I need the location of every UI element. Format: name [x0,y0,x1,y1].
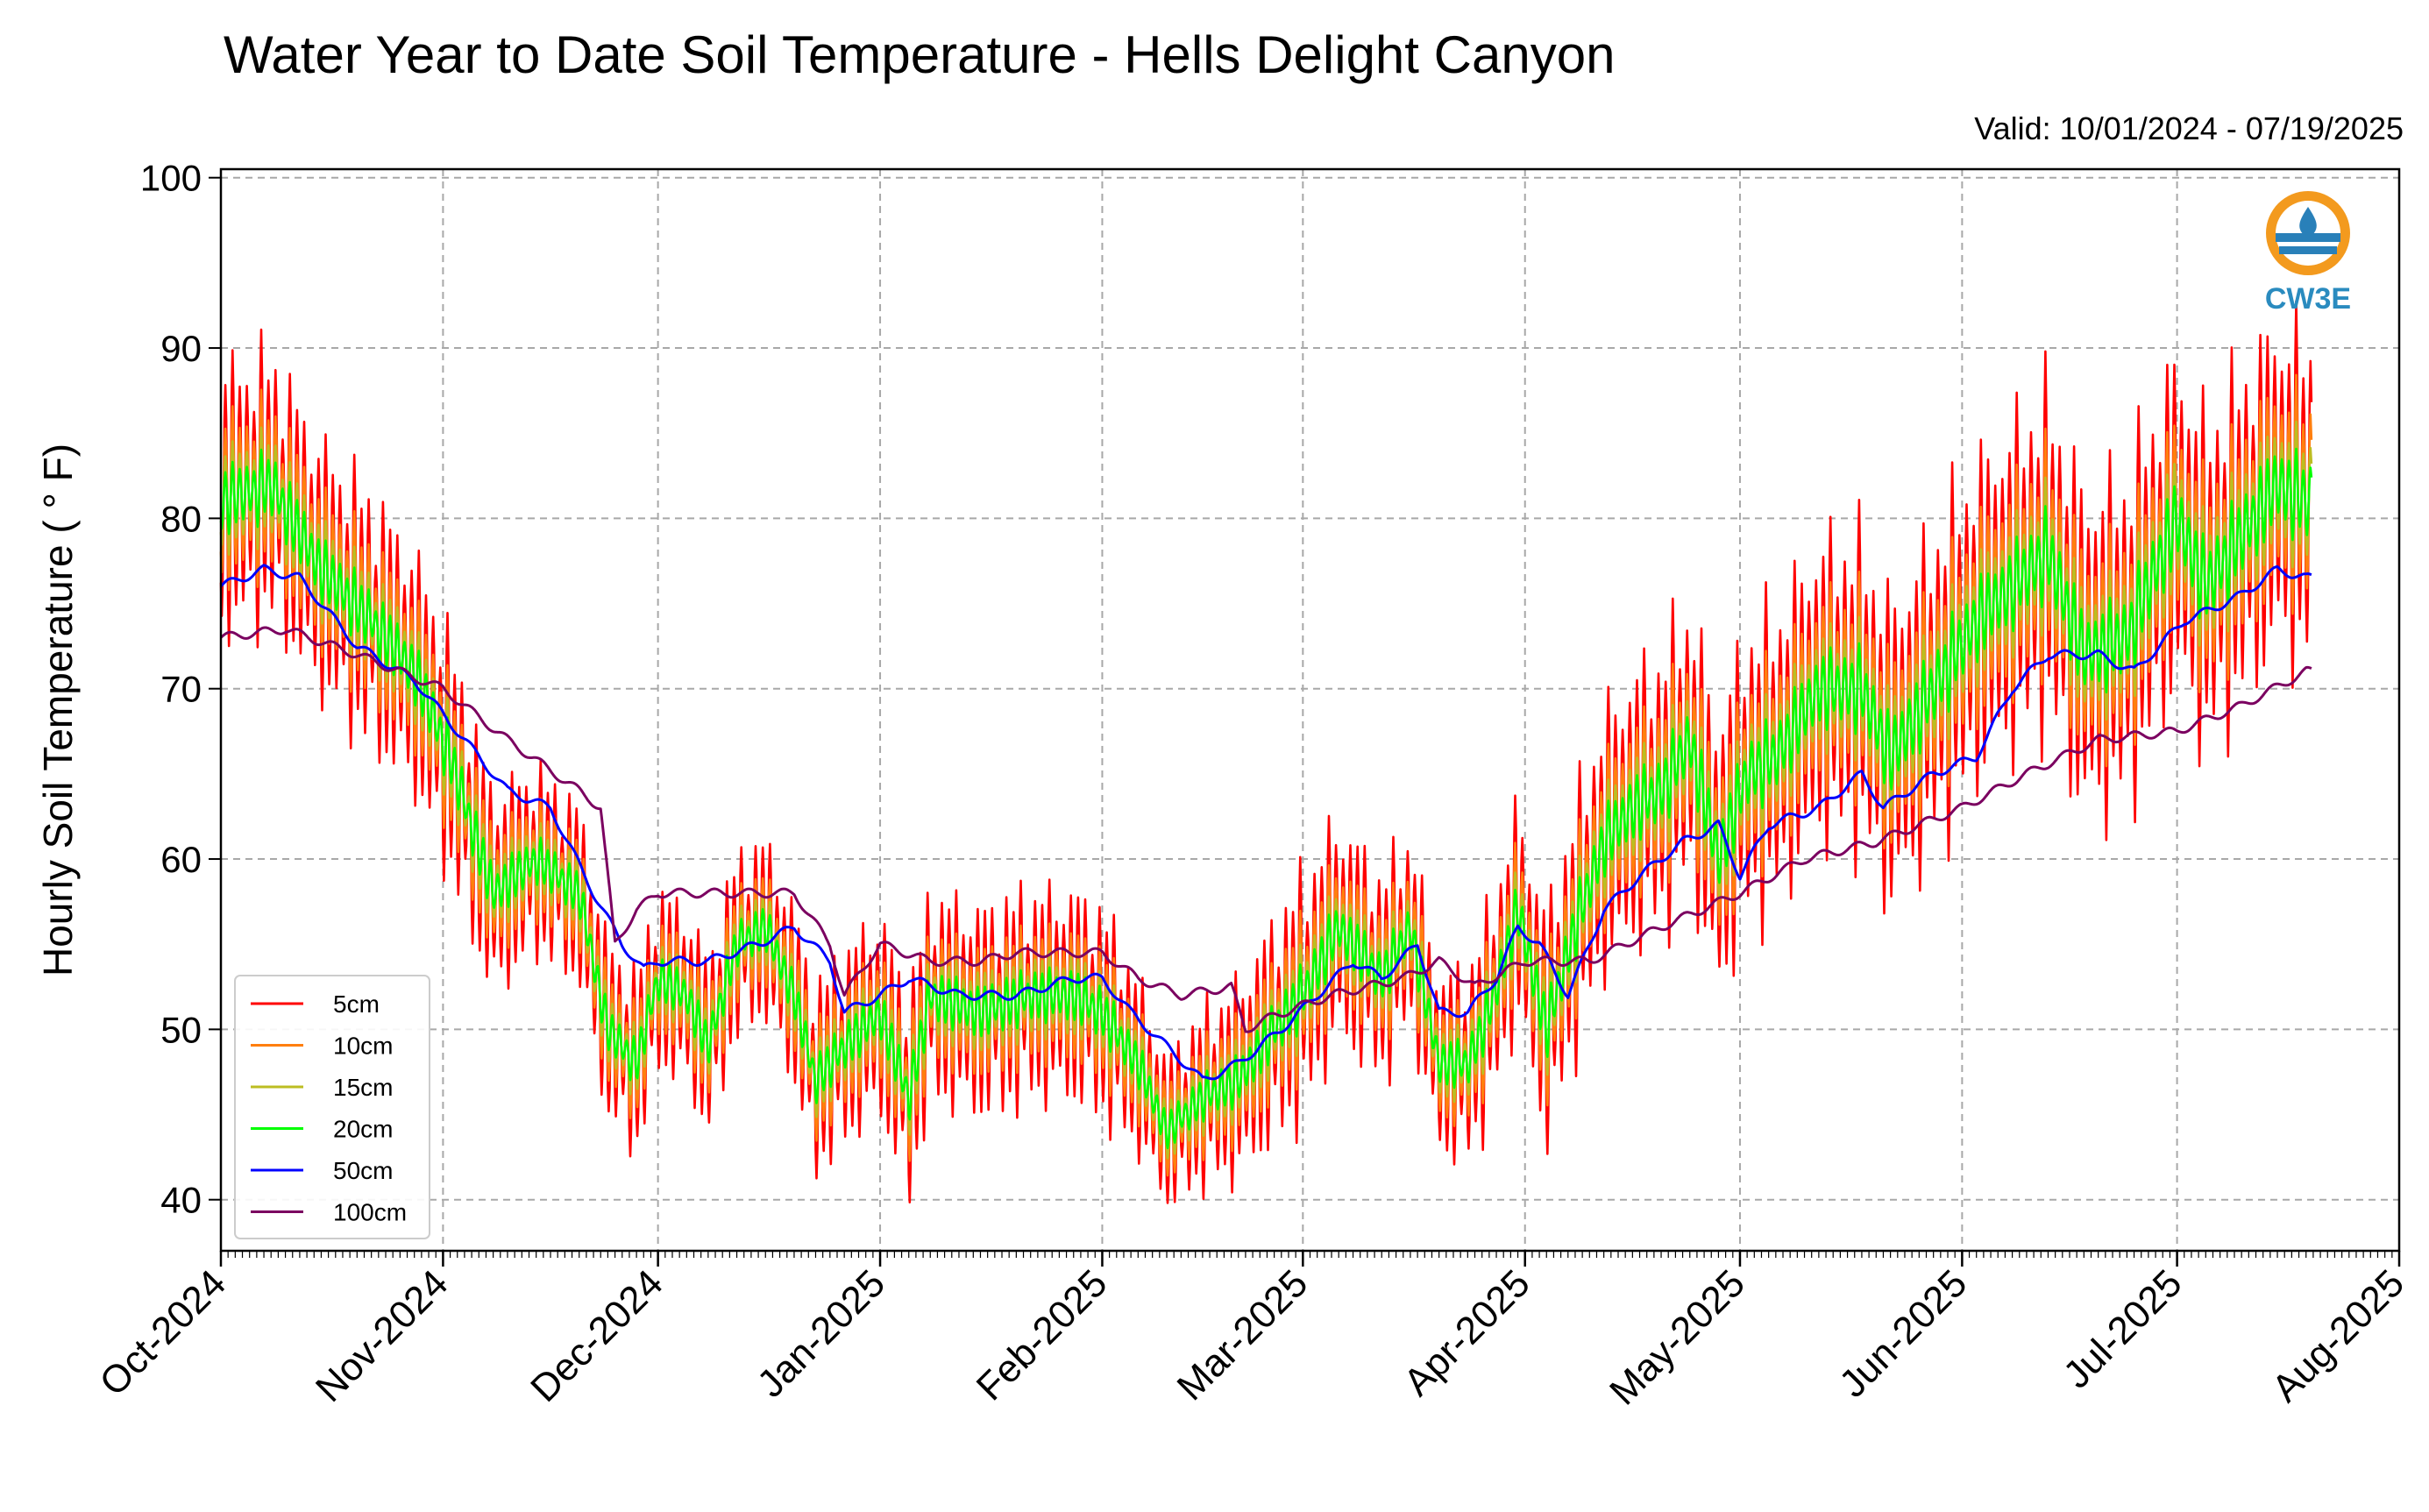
x-tick-label: Aug-2025 [2263,1261,2412,1410]
legend: 5cm 10cm 15cm 20cm 50cm 100cm [234,975,430,1239]
y-tick-label: 100 [140,158,202,199]
x-tick-label: Feb-2025 [969,1261,1116,1409]
plot-frame [219,167,2401,1253]
chart-title: Water Year to Date Soil Temperature - He… [224,25,1616,84]
series-line-50cm [219,564,2312,1081]
series-line-20cm [219,447,2313,1150]
x-tick-label: Jan-2025 [749,1261,893,1405]
y-tick-label: 80 [160,498,202,539]
legend-label-5cm: 5cm [333,990,380,1018]
x-tick-label: Nov-2024 [308,1261,457,1410]
legend-label-10cm: 10cm [333,1033,393,1060]
series-lines [219,300,2313,1204]
legend-label-15cm: 15cm [333,1074,393,1101]
cw3e-logo: CW3E [2265,191,2351,316]
x-tick-label: Oct-2024 [91,1261,234,1404]
y-tick-label: 40 [160,1180,202,1221]
y-axis-label: Hourly Soil Temperature ( ° F) [35,444,81,976]
x-tick-label: Jun-2025 [1831,1261,1975,1405]
logo-wave-icon [2279,246,2337,254]
series-line-100cm [219,626,2312,1033]
y-tick-label: 70 [160,669,202,710]
x-tick-label: Mar-2025 [1169,1261,1317,1409]
legend-label-100cm: 100cm [333,1199,407,1226]
x-tick-label: Dec-2024 [522,1261,671,1410]
water-drop-icon [2299,207,2317,238]
y-tick-label: 90 [160,328,202,369]
legend-label-50cm: 50cm [333,1157,393,1184]
y-tick-label: 60 [160,839,202,880]
x-tick-label: Apr-2025 [1396,1261,1538,1404]
valid-date-range: Valid: 10/01/2024 - 07/19/2025 [1974,110,2404,146]
legend-box [234,975,430,1239]
x-tick-label: Jul-2025 [2056,1261,2191,1396]
x-tick-label: May-2025 [1602,1261,1753,1413]
legend-label-20cm: 20cm [333,1116,393,1143]
logo-text: CW3E [2265,282,2351,316]
y-tick-label: 50 [160,1009,202,1050]
